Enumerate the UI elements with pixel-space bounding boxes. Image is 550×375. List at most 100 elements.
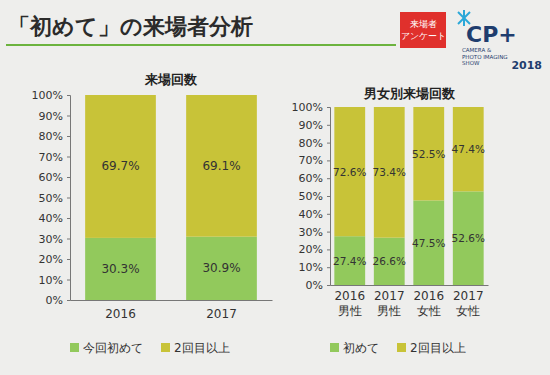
y-tick-label: 0% — [306, 279, 323, 292]
y-tick: 10% — [39, 274, 70, 287]
y-tick-mark — [327, 143, 330, 144]
y-tick: 90% — [39, 110, 70, 123]
x-tick-label: 2016女性 — [413, 289, 444, 318]
x-axis: 2016 2017 — [71, 301, 273, 322]
y-tick-label: 20% — [299, 243, 323, 256]
y-tick: 70% — [39, 151, 70, 164]
y-tick-label: 10% — [39, 274, 63, 287]
y-tick: 100% — [292, 101, 330, 114]
logo-subtitle: PHOTO IMAGING — [462, 54, 508, 60]
logo: CP+CAMERA &PHOTO IMAGINGSHOW2018 — [458, 10, 542, 72]
data-label: 72.6% — [333, 166, 366, 178]
y-tick-mark — [327, 249, 330, 250]
legend-swatch — [330, 343, 339, 352]
y-axis-line — [67, 96, 71, 301]
y-tick-mark — [327, 125, 330, 126]
y-tick-mark — [67, 300, 70, 301]
legend: 初めて 2回目以上 — [330, 341, 466, 355]
y-tick: 80% — [299, 137, 330, 150]
logo-name: CP+ — [466, 22, 517, 47]
badge-text: アンケート — [401, 31, 446, 41]
y-tick-mark — [327, 267, 330, 268]
y-axis: 0% 10% 20% 30% 40% 50% 60% 70% 80% 90% 100% — [292, 101, 331, 292]
y-tick: 40% — [299, 208, 330, 221]
y-tick-mark — [327, 232, 330, 233]
data-label: 73.4% — [373, 166, 406, 178]
y-tick-label: 60% — [39, 171, 63, 184]
legend-label: 2回目以上 — [174, 341, 230, 355]
legend: 今回初めて 2回目以上 — [70, 341, 230, 355]
x-axis: 2016男性2017男性2016女性2017女性 — [331, 286, 489, 319]
y-tick: 70% — [299, 154, 330, 167]
y-tick-label: 90% — [39, 110, 63, 123]
y-tick-label: 70% — [299, 154, 323, 167]
y-tick-mark — [67, 218, 70, 219]
legend-label: 今回初めて — [83, 341, 143, 355]
data-label: 30.9% — [202, 261, 240, 275]
y-tick-label: 100% — [32, 89, 63, 102]
data-labels: 30.3%30.9%69.7%69.1% — [101, 159, 240, 276]
y-tick-mark — [327, 107, 330, 108]
y-axis: 0%10%20%30%40%50%60%70%80%90%100% — [32, 89, 71, 307]
y-tick-mark — [327, 196, 330, 197]
chart-title: 来場回数 — [144, 72, 198, 87]
data-label: 52.5% — [412, 148, 445, 160]
x-tick: 2016女性 — [413, 289, 444, 318]
chart: 27.4%26.6%47.5%52.6%72.6%73.4%52.5%47.4%… — [292, 86, 489, 355]
y-tick-mark — [67, 198, 70, 199]
y-tick-mark — [67, 239, 70, 240]
x-tick-label: 2016 — [105, 307, 136, 321]
logo-mark — [463, 10, 465, 26]
y-tick-mark — [67, 136, 70, 137]
y-tick-mark — [327, 285, 330, 286]
y-tick: 30% — [299, 226, 330, 239]
data-label: 47.5% — [412, 237, 445, 249]
y-tick-mark — [67, 259, 70, 260]
y-tick: 20% — [299, 243, 330, 256]
y-tick: 0% — [46, 294, 70, 307]
x-tick-label: 2017女性 — [453, 289, 484, 318]
y-tick-label: 0% — [46, 294, 63, 307]
y-tick-label: 60% — [299, 172, 323, 185]
y-tick-label: 50% — [39, 192, 63, 205]
x-axis-line — [71, 300, 273, 301]
y-axis-line — [327, 108, 331, 286]
y-tick-label: 80% — [39, 130, 63, 143]
y-tick-mark — [327, 214, 330, 215]
y-tick: 50% — [299, 190, 330, 203]
data-label: 47.4% — [452, 143, 485, 155]
title-underline — [6, 44, 396, 46]
badge-text: 来場者 — [410, 19, 437, 29]
chart: 30.3%30.9%69.7%69.1%0%10%20%30%40%50%60%… — [32, 72, 273, 355]
x-axis-line — [331, 285, 489, 286]
y-tick: 40% — [39, 212, 70, 225]
y-tick-label: 90% — [299, 119, 323, 132]
y-tick: 30% — [39, 233, 70, 246]
y-tick: 80% — [39, 130, 70, 143]
legend-swatch — [397, 343, 406, 352]
data-label: 69.1% — [202, 159, 240, 173]
legend-label: 2回目以上 — [410, 341, 466, 355]
slide: 「初めて」の来場者分析来場者アンケートCP+CAMERA &PHOTO IMAG… — [0, 0, 550, 375]
legend-label: 初めて — [343, 341, 379, 355]
x-tick-label: 2017 — [206, 307, 237, 321]
x-tick: 2016 — [105, 307, 136, 321]
y-tick-mark — [67, 95, 70, 96]
y-tick-label: 40% — [299, 208, 323, 221]
bar — [85, 238, 156, 300]
y-tick-label: 70% — [39, 151, 63, 164]
y-tick-label: 30% — [39, 233, 63, 246]
y-tick-label: 80% — [299, 137, 323, 150]
y-tick: 90% — [299, 119, 330, 132]
badge — [400, 12, 446, 48]
x-tick: 2017 — [206, 307, 237, 321]
y-tick-mark — [327, 160, 330, 161]
data-label: 26.6% — [373, 255, 406, 267]
bar — [85, 95, 156, 238]
y-tick-label: 10% — [299, 261, 323, 274]
chart-title: 男女別来場回数 — [363, 86, 456, 101]
y-tick-label: 40% — [39, 212, 63, 225]
y-tick: 0% — [306, 279, 330, 292]
y-tick: 60% — [39, 171, 70, 184]
data-labels: 27.4%26.6%47.5%52.6%72.6%73.4%52.5%47.4% — [333, 143, 485, 267]
